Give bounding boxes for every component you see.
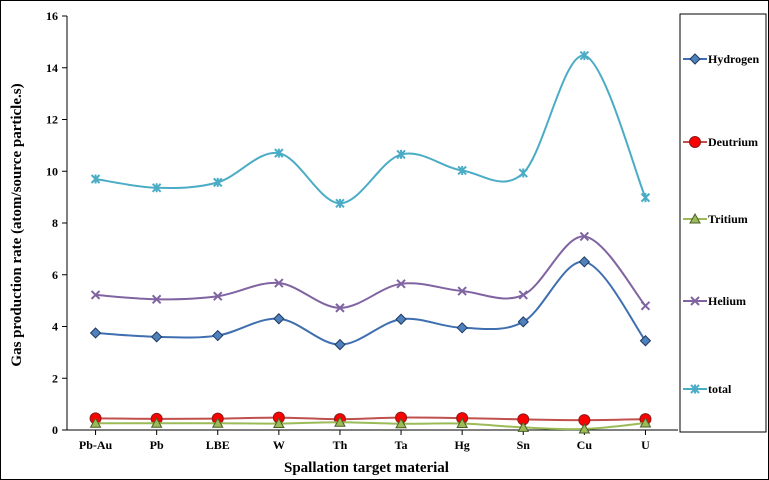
data-point-tritium [89, 417, 102, 428]
y-tick-label: 0 [52, 423, 58, 437]
legend-label: Helium [708, 294, 746, 308]
x-tick-label: Pb [150, 438, 164, 452]
data-point-helium [213, 291, 223, 301]
y-tick-label: 10 [46, 164, 58, 178]
x-tick-label: Ta [395, 438, 408, 452]
series-line-hydrogen [95, 260, 647, 346]
y-axis-title: Gas production rate (atom/source particl… [9, 83, 25, 366]
data-point-total [518, 168, 528, 178]
y-tick-label: 8 [52, 216, 58, 230]
data-point-tritium [639, 416, 652, 428]
data-point-total [274, 148, 284, 158]
legend-item-hydrogen: Hydrogen [683, 52, 759, 66]
y-tick-label: 6 [52, 268, 58, 282]
data-point-helium [640, 301, 651, 311]
data-point-hydrogen [273, 313, 285, 325]
data-point-total [151, 183, 162, 193]
legend-label: Hydrogen [708, 52, 759, 66]
data-point-tritium [273, 417, 285, 429]
series-tritium [89, 416, 652, 434]
data-point-hydrogen [639, 335, 652, 347]
legend-marker [690, 296, 700, 306]
data-point-tritium [578, 422, 591, 434]
data-point-total [457, 165, 467, 176]
y-axis: 0 2 4 6 8 10 12 14 16 [46, 9, 68, 437]
series-total [90, 50, 651, 209]
series-line-helium [95, 235, 647, 309]
data-point-hydrogen [212, 329, 224, 342]
data-point-helium [335, 303, 345, 313]
data-point-helium [396, 279, 406, 289]
x-tick-label: LBE [206, 438, 230, 452]
y-tick-label: 4 [52, 320, 58, 334]
series-line-tritium [95, 421, 646, 431]
legend-label: Tritium [708, 212, 748, 226]
x-axis-title: Spallation target material [284, 460, 449, 476]
data-point-helium [90, 290, 101, 300]
data-point-helium [274, 278, 284, 288]
data-point-hydrogen [89, 327, 102, 339]
x-tick-label: Th [333, 438, 348, 452]
series-line-total [95, 54, 647, 205]
data-point-tritium [517, 421, 530, 432]
y-tick-label: 12 [46, 113, 58, 127]
series-helium [90, 231, 651, 313]
data-point-hydrogen [334, 338, 346, 351]
data-point-helium [457, 286, 467, 296]
x-tick-label: Cu [577, 438, 593, 452]
x-tick-label: U [641, 438, 650, 452]
legend-item-total: total [683, 382, 732, 396]
y-tick-label: 2 [52, 371, 58, 385]
legend-label: Deutrium [708, 135, 758, 149]
data-point-tritium [211, 417, 224, 428]
legend-marker [689, 212, 701, 224]
data-point-total [396, 149, 406, 160]
data-point-hydrogen [395, 313, 407, 325]
legend-item-deutrium: Deutrium [683, 135, 758, 149]
legend-label: total [708, 382, 732, 396]
data-point-helium [518, 290, 528, 300]
legend-marker [689, 53, 701, 65]
data-point-tritium [150, 417, 163, 428]
data-point-hydrogen [456, 322, 468, 334]
legend-marker [689, 136, 701, 148]
legend-item-tritium: Tritium [683, 212, 748, 226]
series-line-deutrium [95, 416, 646, 422]
data-point-hydrogen [578, 256, 591, 268]
legend-marker [690, 384, 700, 394]
x-tick-label: Sn [517, 438, 531, 452]
y-tick-label: 16 [46, 9, 58, 23]
data-point-helium [579, 231, 590, 242]
x-axis: Pb-Au Pb LBE W Th Ta Hg Sn Cu U [67, 429, 678, 452]
x-tick-label: W [273, 438, 285, 452]
series-hydrogen [89, 256, 652, 351]
data-point-tritium [456, 417, 468, 429]
data-point-total [335, 198, 345, 209]
data-point-total [213, 177, 223, 188]
data-point-tritium [395, 417, 407, 429]
legend-item-helium: Helium [683, 294, 746, 308]
data-point-helium [151, 294, 162, 305]
y-tick-label: 14 [46, 61, 58, 75]
x-tick-label: Pb-Au [79, 438, 113, 452]
data-point-total [640, 192, 651, 203]
data-point-hydrogen [517, 316, 529, 328]
legend: Hydrogen Deutrium Tritium Helium total [679, 13, 767, 433]
data-point-total [90, 174, 101, 184]
data-point-tritium [334, 416, 346, 427]
data-point-hydrogen [150, 331, 163, 343]
series-layer [89, 50, 652, 434]
x-tick-label: Hg [454, 438, 469, 452]
data-point-total [579, 50, 590, 61]
